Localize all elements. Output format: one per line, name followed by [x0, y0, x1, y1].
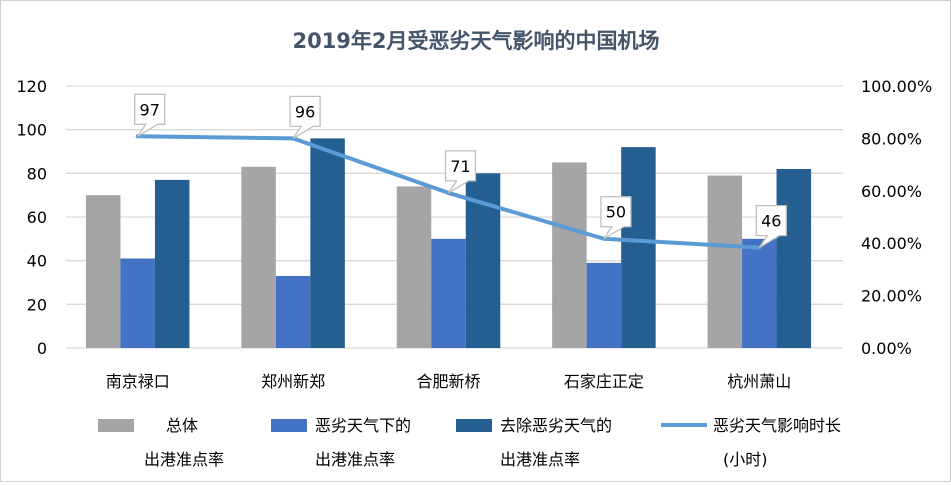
- legend-label: 出港准点率: [315, 450, 395, 469]
- data-label-callout: [134, 93, 166, 137]
- x-tick-label: 南京禄口: [106, 372, 170, 391]
- bar: [586, 262, 622, 348]
- x-tick-label: 石家庄正定: [564, 372, 644, 391]
- legend-label: 去除恶劣天气的: [500, 416, 612, 435]
- y-left-tick-label: 40: [27, 252, 47, 271]
- legend-label: 出港准点率: [144, 450, 224, 469]
- bar: [621, 147, 656, 348]
- y-left-tick-label: 60: [27, 208, 47, 227]
- data-label-callout: [600, 196, 632, 240]
- data-label-callout: [444, 150, 477, 194]
- y-left-tick-label: 120: [16, 77, 47, 96]
- x-tick-label: 杭州萧山: [727, 372, 791, 391]
- data-label: 96: [295, 102, 315, 121]
- legend-label: 恶劣天气影响时长: [713, 416, 841, 435]
- y-left-tick-label: 0: [37, 339, 47, 358]
- data-label-callout: [755, 205, 787, 249]
- bar: [310, 138, 345, 348]
- x-tick-label: 郑州新郑: [261, 372, 325, 391]
- x-tick-label: 合肥新桥: [416, 372, 480, 391]
- bar: [120, 258, 155, 348]
- legend-swatch: [271, 419, 307, 432]
- chart-title: 2019年2月受恶劣天气影响的中国机场: [292, 29, 659, 53]
- bar: [275, 275, 311, 348]
- legend-label: 恶劣天气下的: [315, 416, 411, 435]
- y-right-tick-label: 0.00%: [861, 339, 912, 358]
- bar: [241, 166, 276, 348]
- bar: [396, 186, 432, 348]
- legend-label: (小时): [723, 450, 768, 469]
- data-label: 71: [450, 157, 470, 176]
- bar: [776, 168, 812, 348]
- y-left-tick-label: 100: [16, 121, 47, 140]
- data-label: 97: [140, 100, 160, 119]
- legend-label: 出港准点率: [500, 450, 580, 469]
- legend-item: 恶劣天气影响时长 (小时): [661, 416, 841, 469]
- legend-swatch: [98, 419, 134, 432]
- legend-label: 总体: [166, 416, 198, 435]
- bar: [154, 179, 190, 348]
- y-left-tick-label: 20: [27, 295, 47, 314]
- bar: [707, 175, 743, 348]
- y-right-tick-label: 20.00%: [861, 287, 922, 306]
- data-label-callout: [289, 95, 321, 139]
- bar: [552, 162, 587, 348]
- legend-swatch: [456, 419, 492, 432]
- bar: [742, 238, 777, 348]
- y-right-tick-label: 60.00%: [861, 182, 922, 201]
- y-left-tick-label: 80: [27, 164, 47, 183]
- data-label: 50: [606, 203, 626, 222]
- data-label: 46: [761, 212, 781, 231]
- y-right-tick-label: 100.00%: [861, 77, 932, 96]
- bar: [85, 195, 121, 348]
- bar: [431, 238, 466, 348]
- y-right-tick-label: 80.00%: [861, 129, 922, 148]
- y-right-tick-label: 40.00%: [861, 234, 922, 253]
